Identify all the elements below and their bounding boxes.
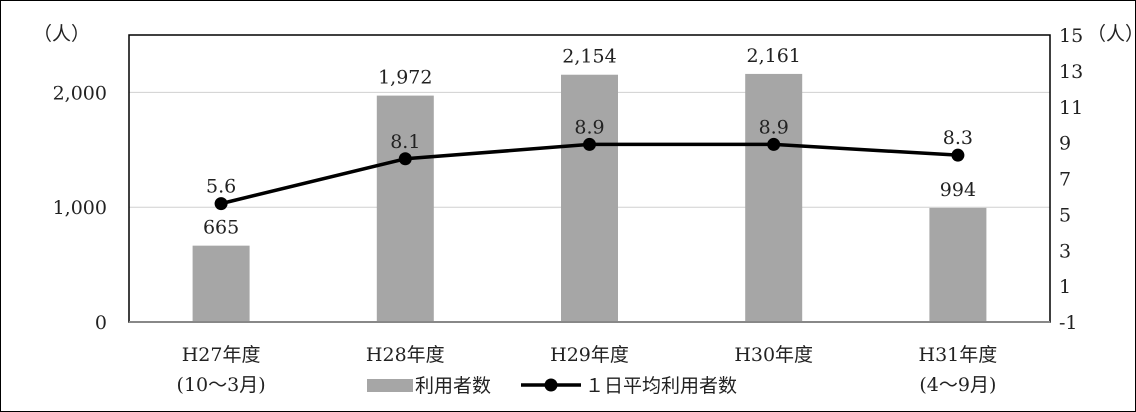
line-marker xyxy=(951,148,965,162)
line-marker xyxy=(583,137,596,151)
right-axis-tick-label: 7 xyxy=(1059,169,1071,191)
right-axis-tick-label: 15 xyxy=(1059,25,1083,47)
legend-line-label: １日平均利用者数 xyxy=(585,375,737,397)
left-axis-tick-label: 2,000 xyxy=(53,82,107,104)
category-label: (10〜3月) xyxy=(177,374,266,396)
category-label: H29年度 xyxy=(550,344,629,366)
line-marker xyxy=(767,137,781,151)
category-label: H28年度 xyxy=(366,344,445,366)
line-value-label: 8.9 xyxy=(574,116,604,138)
right-axis-tick-label: 13 xyxy=(1059,61,1083,83)
bar xyxy=(192,245,250,322)
category-label: H30年度 xyxy=(734,344,813,366)
right-axis-tick-label: 5 xyxy=(1059,204,1071,226)
line-value-label: 5.6 xyxy=(206,176,236,198)
right-axis-tick-label: 3 xyxy=(1059,240,1071,262)
left-axis-unit: （人） xyxy=(33,23,90,45)
bar xyxy=(376,95,434,322)
bar xyxy=(561,74,618,323)
line-marker xyxy=(398,152,412,166)
left-axis-tick-label: 1,000 xyxy=(53,197,107,219)
line-value-label: 8.3 xyxy=(943,127,973,149)
average-line xyxy=(214,137,965,211)
legend-line-marker xyxy=(544,378,558,392)
bar xyxy=(745,73,803,322)
bar-value-label: 1,972 xyxy=(378,67,432,89)
legend-bar-label: 利用者数 xyxy=(415,375,491,397)
line-value-label: 8.1 xyxy=(390,131,420,153)
bar-value-label: 2,154 xyxy=(562,46,616,68)
bars xyxy=(192,73,987,323)
legend-bar-swatch xyxy=(367,379,413,392)
legend: 利用者数 １日平均利用者数 xyxy=(367,375,737,397)
line-value-label: 8.9 xyxy=(759,116,789,138)
bar-value-label: 2,161 xyxy=(746,45,800,67)
category-label: H27年度 xyxy=(182,344,261,366)
bar-value-label: 665 xyxy=(203,217,239,239)
bar xyxy=(929,207,987,322)
right-axis-tick-label: -1 xyxy=(1059,312,1078,334)
right-axis-tick-label: 11 xyxy=(1059,97,1083,119)
bar-value-label: 994 xyxy=(940,179,976,201)
right-axis-tick-label: 9 xyxy=(1059,133,1071,155)
right-axis-tick-label: 1 xyxy=(1059,276,1071,298)
data-labels: 665 1,972 2,154 2,161 994 5.6 8.1 8.9 8.9 8.3 xyxy=(203,45,976,239)
category-label: H31年度 xyxy=(919,344,998,366)
right-axis-unit: （人） xyxy=(1087,23,1135,45)
axes: 01,0002,000-113579111315（人）（人）H27年度(10〜3… xyxy=(33,23,1135,396)
category-label: (4〜9月) xyxy=(919,374,996,396)
line-marker xyxy=(214,197,228,211)
left-axis-tick-label: 0 xyxy=(95,312,107,334)
plot-area-border xyxy=(128,34,1051,323)
